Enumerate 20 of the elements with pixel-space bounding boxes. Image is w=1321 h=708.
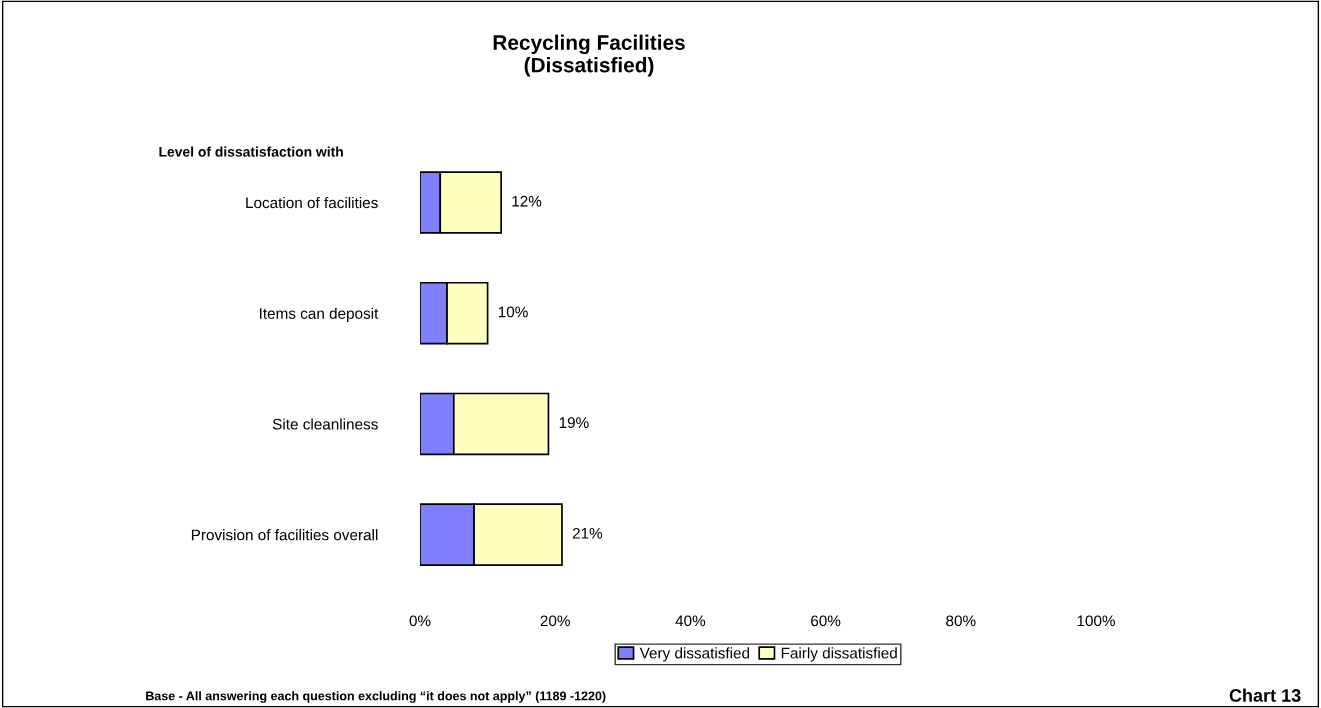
text: Base - All answering each question excluding “it does not apply” (1189 -1220) bbox=[146, 691, 606, 703]
caption: Chart 13 bbox=[1229, 688, 1301, 702]
legend-label: Very dissatisfied bbox=[639, 647, 750, 662]
total-label: 19% bbox=[559, 417, 589, 429]
total-label: 12% bbox=[512, 195, 542, 207]
text: Level of dissatisfaction with bbox=[159, 146, 343, 157]
y-tick-label: Location of facilities bbox=[246, 196, 378, 209]
x-tick-label: 20% bbox=[540, 615, 570, 627]
x-tick-label: 0% bbox=[409, 615, 431, 627]
x-tick-label: 40% bbox=[675, 615, 706, 627]
legend-label: Fairly dissatisfied bbox=[781, 647, 897, 662]
y-tick-label: Items can deposit bbox=[260, 307, 379, 322]
y-tick-label: Provision of facilities overall bbox=[191, 529, 378, 541]
total-label: 10% bbox=[498, 306, 528, 318]
x-tick-label: 60% bbox=[811, 615, 841, 627]
x-tick-label: 100% bbox=[1077, 615, 1115, 627]
y-tick-label: Site cleanliness bbox=[272, 418, 378, 430]
total-label: 21% bbox=[572, 527, 603, 539]
chart-title: Recycling Facilities (Dissatisfied) bbox=[493, 34, 685, 77]
x-tick-label: 80% bbox=[946, 615, 976, 627]
